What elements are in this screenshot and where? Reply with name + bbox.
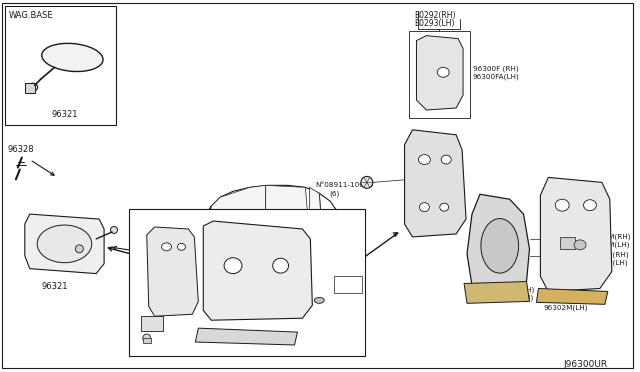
- Ellipse shape: [184, 295, 193, 301]
- Text: (LH): (LH): [543, 242, 559, 248]
- Ellipse shape: [42, 44, 103, 71]
- Ellipse shape: [143, 334, 150, 342]
- Text: 96366M(LH): 96366M(LH): [585, 242, 630, 248]
- Polygon shape: [467, 194, 529, 298]
- Ellipse shape: [481, 219, 518, 273]
- Ellipse shape: [440, 203, 449, 211]
- Text: (6): (6): [329, 190, 339, 197]
- Text: B0292(RH): B0292(RH): [415, 11, 456, 20]
- Ellipse shape: [177, 292, 200, 304]
- Text: 96312M(RH): 96312M(RH): [543, 252, 589, 258]
- Text: 96365M(RH): 96365M(RH): [585, 234, 630, 240]
- Text: 96301M (RH): 96301M (RH): [543, 296, 591, 303]
- Text: 96313M(LH): 96313M(LH): [543, 260, 588, 266]
- Bar: [560, 237, 575, 249]
- Text: 96302M(LH): 96302M(LH): [133, 239, 173, 246]
- Ellipse shape: [28, 83, 38, 91]
- Text: SEC.280: SEC.280: [335, 278, 361, 283]
- Polygon shape: [540, 177, 612, 291]
- Text: 96365N(RH): 96365N(RH): [283, 217, 323, 224]
- Text: 96328: 96328: [8, 145, 35, 154]
- Ellipse shape: [111, 227, 118, 234]
- Polygon shape: [195, 328, 298, 345]
- Ellipse shape: [419, 155, 430, 164]
- Polygon shape: [147, 232, 365, 300]
- Bar: [5, 6, 116, 125]
- Text: E6160P(RH): E6160P(RH): [585, 252, 628, 258]
- Polygon shape: [536, 288, 608, 304]
- Ellipse shape: [162, 243, 172, 251]
- Bar: [408, 31, 470, 118]
- Ellipse shape: [361, 176, 373, 188]
- Bar: [141, 316, 163, 331]
- Polygon shape: [147, 266, 164, 294]
- Ellipse shape: [441, 155, 451, 164]
- Bar: [25, 83, 35, 93]
- Text: 96374(LH): 96374(LH): [496, 294, 534, 301]
- Polygon shape: [147, 236, 266, 288]
- Text: 963C0(RH): 963C0(RH): [296, 341, 332, 347]
- Text: W/CAMERA: W/CAMERA: [133, 214, 179, 223]
- Text: 96302M(LH): 96302M(LH): [543, 304, 588, 311]
- Polygon shape: [25, 214, 104, 273]
- Text: (28419): (28419): [335, 285, 360, 291]
- Text: 96373(RH): 96373(RH): [496, 286, 535, 293]
- Polygon shape: [404, 130, 466, 237]
- Ellipse shape: [437, 67, 449, 77]
- Ellipse shape: [186, 238, 193, 243]
- Text: 96300FA(LH): 96300FA(LH): [473, 73, 520, 80]
- Text: 963C1(LH): 963C1(LH): [296, 349, 330, 356]
- Text: 26165P(LH): 26165P(LH): [276, 334, 314, 341]
- Text: B0293(LH): B0293(LH): [415, 19, 455, 28]
- Text: 96321: 96321: [42, 282, 68, 291]
- Text: 96321: 96321: [51, 110, 77, 119]
- Ellipse shape: [307, 294, 331, 306]
- Text: 96313M(LH): 96313M(LH): [166, 349, 207, 356]
- Ellipse shape: [584, 200, 596, 211]
- Polygon shape: [417, 36, 463, 110]
- Text: 963C3: 963C3: [543, 234, 567, 240]
- Polygon shape: [147, 227, 198, 316]
- Ellipse shape: [76, 245, 83, 253]
- Polygon shape: [208, 185, 266, 240]
- Text: 96366M(LH): 96366M(LH): [283, 225, 323, 231]
- Text: 26160P(RH): 26160P(RH): [276, 326, 316, 333]
- Ellipse shape: [37, 225, 92, 263]
- Ellipse shape: [556, 199, 569, 211]
- Bar: [129, 209, 365, 356]
- Text: 96300F (RH): 96300F (RH): [473, 65, 518, 72]
- Ellipse shape: [419, 203, 429, 212]
- Polygon shape: [464, 282, 529, 303]
- Ellipse shape: [224, 258, 242, 273]
- Polygon shape: [266, 185, 309, 236]
- Text: J96300UR: J96300UR: [563, 360, 607, 369]
- Ellipse shape: [273, 258, 289, 273]
- Text: 96312M(RH): 96312M(RH): [166, 341, 208, 347]
- Polygon shape: [204, 221, 312, 320]
- Text: WAG.BASE: WAG.BASE: [9, 11, 54, 20]
- Ellipse shape: [574, 240, 586, 250]
- Text: N°08911-10620: N°08911-10620: [316, 182, 374, 188]
- Bar: [334, 276, 362, 294]
- Polygon shape: [309, 187, 323, 236]
- Ellipse shape: [177, 243, 186, 250]
- Bar: [143, 338, 150, 343]
- Ellipse shape: [300, 291, 338, 309]
- Text: 963C3(LH): 963C3(LH): [133, 318, 166, 323]
- Ellipse shape: [170, 289, 207, 307]
- Ellipse shape: [314, 297, 324, 303]
- Text: 96301M(RH): 96301M(RH): [133, 231, 174, 237]
- Text: E6165P(LH): E6165P(LH): [585, 260, 628, 266]
